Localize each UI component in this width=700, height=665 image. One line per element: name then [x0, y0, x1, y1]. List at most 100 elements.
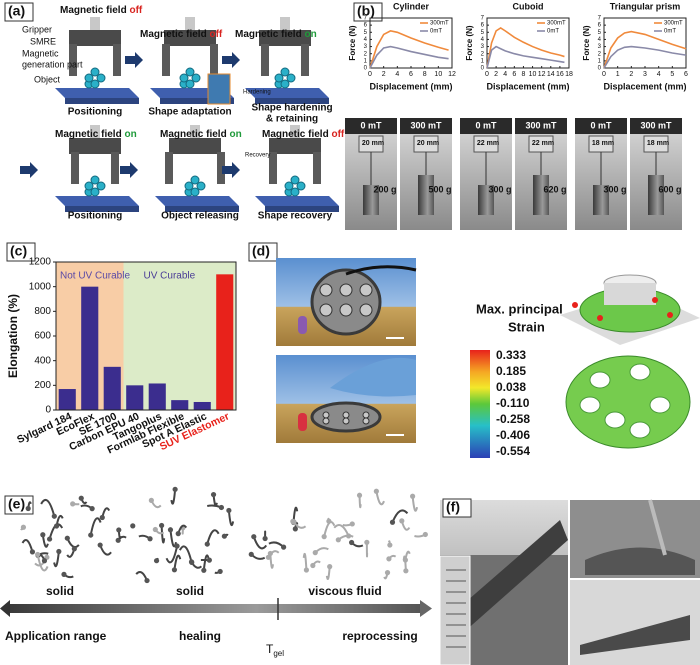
lattice-hole	[322, 417, 330, 425]
x-tick-label: 6	[409, 71, 413, 78]
field-status: Magnetic field on	[160, 129, 242, 140]
crosslink	[88, 532, 94, 538]
hot-spot	[652, 297, 658, 303]
range-label: healing	[179, 629, 221, 643]
crosslink	[303, 567, 310, 573]
bar	[193, 401, 211, 410]
field-state: off	[331, 129, 344, 140]
field-status: Magnetic field on	[235, 29, 317, 40]
y-tick-label: 5	[364, 30, 368, 36]
chain	[227, 510, 235, 527]
crosslink	[97, 542, 103, 548]
size-label: 18 mm	[592, 140, 614, 147]
chain	[40, 499, 56, 517]
step-caption: Shape hardening	[251, 103, 332, 114]
crosslink	[25, 505, 31, 512]
arrow	[222, 162, 240, 178]
photo-dark	[575, 118, 627, 134]
chain	[391, 509, 409, 523]
note: Recovery	[245, 153, 270, 159]
lattice-hole	[339, 283, 353, 297]
hot-spot	[667, 312, 673, 318]
chain	[173, 554, 182, 570]
legend-label: 300mT	[664, 21, 683, 27]
magnet	[90, 125, 100, 139]
magnet	[90, 17, 100, 31]
y-tick-label: 6	[481, 23, 485, 29]
x-tick-label: 4	[503, 71, 507, 78]
chain	[178, 545, 193, 563]
tgel-label: Tgel	[266, 642, 284, 658]
field-state: on	[124, 129, 136, 140]
step-caption: Positioning	[68, 211, 122, 222]
magnet	[280, 17, 290, 31]
y-tick-label: 1200	[29, 257, 52, 268]
line	[369, 45, 449, 69]
chain	[358, 495, 362, 509]
object	[274, 73, 284, 83]
photo-dark	[345, 118, 397, 134]
panel-label: (b)	[357, 3, 375, 19]
crosslink	[89, 506, 95, 512]
y-tick-label: 4	[481, 37, 485, 43]
robot-finger	[580, 615, 690, 655]
y-axis-label: Force (N)	[348, 25, 357, 60]
x-tick-label: 10	[434, 71, 442, 78]
chain	[41, 534, 49, 548]
crosslink	[78, 495, 84, 501]
gripper-arm	[69, 44, 77, 76]
crosslink	[41, 558, 48, 564]
object	[290, 187, 300, 197]
step-caption: & retaining	[266, 114, 318, 125]
panel-label-box	[442, 498, 472, 518]
y-tick-label: 1	[598, 58, 602, 64]
gripper-arm	[269, 152, 277, 184]
y-axis-label: Force (N)	[582, 25, 591, 60]
field-state: off	[209, 29, 222, 40]
field-label: Magnetic field	[262, 129, 329, 140]
gripper-arm	[111, 152, 119, 184]
object	[280, 79, 290, 89]
colorbar-label: 0.038	[496, 380, 526, 394]
x-tick-label: 5	[670, 71, 674, 78]
crosslink	[167, 527, 174, 533]
y-tick-label: 0	[45, 405, 51, 416]
y-tick-label: 600	[34, 331, 51, 342]
y-tick-label: 2	[364, 51, 368, 57]
x-tick-label: 2	[494, 71, 498, 78]
chain	[252, 536, 268, 550]
lattice-hole	[319, 283, 333, 297]
gripper-arm	[313, 152, 321, 184]
legend-label: 0mT	[547, 29, 559, 35]
weight	[478, 185, 494, 215]
object	[84, 181, 94, 191]
chain	[89, 517, 102, 536]
gripper-arm	[113, 44, 121, 76]
field-label: Magnetic field	[60, 5, 127, 16]
ball-hole	[589, 371, 611, 389]
x-axis-label: Displacement (mm)	[603, 81, 686, 91]
y-tick-label: 400	[34, 355, 51, 366]
object	[90, 79, 100, 89]
colorbar	[470, 350, 490, 458]
crosslink	[384, 570, 391, 576]
robot-finger	[585, 547, 695, 575]
crosslink	[159, 522, 165, 529]
y-tick-label: 5	[598, 30, 602, 36]
arrow	[20, 162, 38, 178]
y-tick-label: 0	[598, 66, 602, 72]
object	[185, 79, 195, 89]
crosslink	[364, 539, 370, 545]
field-status: Magnetic field off	[60, 5, 143, 16]
field-label: Magnetic field	[235, 29, 302, 40]
line	[486, 27, 565, 69]
crosslink	[422, 531, 428, 538]
weight	[533, 175, 549, 215]
y-tick-label: 7	[598, 16, 602, 22]
inset	[207, 73, 231, 105]
gripper-body	[269, 138, 321, 154]
tgel-subscript: gel	[273, 649, 284, 658]
x-tick-label: 18	[565, 71, 573, 78]
y-tick-label: 1	[364, 58, 368, 64]
y-tick-label: 4	[598, 37, 602, 43]
